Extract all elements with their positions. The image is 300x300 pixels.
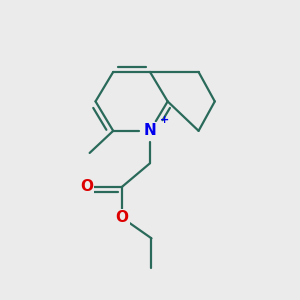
Text: +: + bbox=[160, 115, 169, 125]
Text: O: O bbox=[116, 210, 128, 225]
Text: O: O bbox=[80, 179, 93, 194]
Text: N: N bbox=[144, 123, 156, 138]
